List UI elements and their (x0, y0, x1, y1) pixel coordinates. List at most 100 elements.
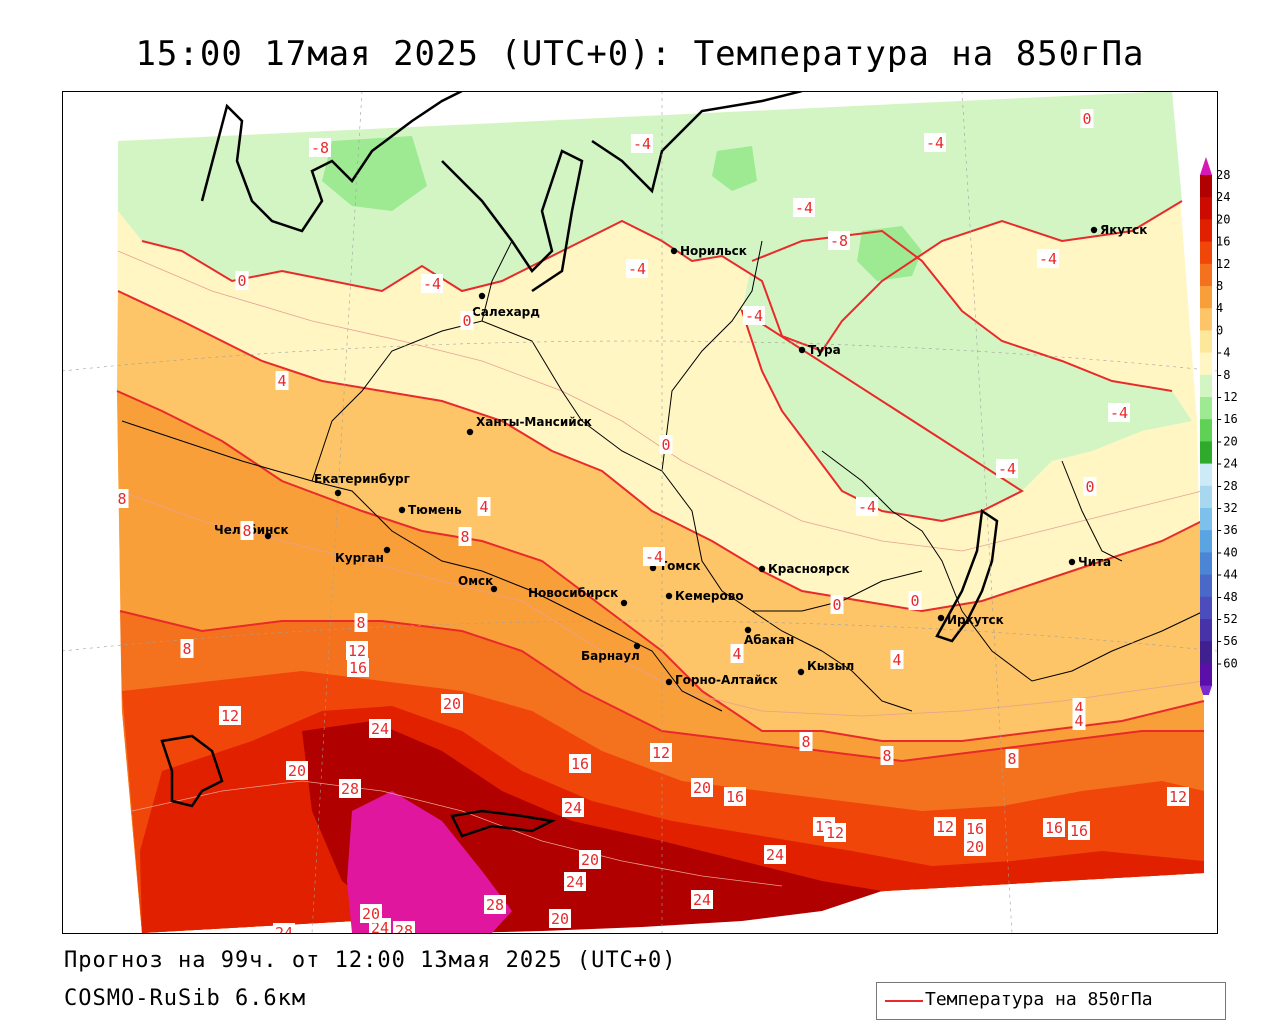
contour-label-bg (1005, 749, 1019, 768)
contour-label-text: 28 (395, 922, 413, 934)
contour-label-text: -4 (423, 275, 441, 293)
city-dot (665, 592, 673, 600)
zone-plus28 (347, 791, 512, 933)
city-marker: Норильск (670, 244, 747, 258)
contour-label: 24 (273, 923, 295, 934)
contour-label-text: 0 (910, 592, 919, 610)
contour-label-text: 24 (564, 799, 582, 817)
contour-label-text: 8 (801, 733, 810, 751)
contour-label-bg (484, 895, 506, 914)
colorbar-tick-label: -20 (1216, 434, 1238, 448)
contour-label: 8 (354, 613, 368, 632)
contour-label-bg (286, 761, 308, 780)
colorbar-swatch (1200, 219, 1212, 243)
contour-label-bg (934, 817, 956, 836)
contour-label-bg (458, 527, 472, 546)
contour-label-bg (346, 641, 368, 660)
contour-label-text: 20 (693, 779, 711, 797)
contour-label: 0 (235, 271, 249, 290)
temperature-map: Якутск Норильск Салехард Тура Ханты-Мансийск… (62, 91, 1218, 934)
contour-label-bg (309, 138, 331, 157)
contour-label: 16 (964, 819, 986, 838)
contour-label: 24 (691, 890, 713, 909)
contour-label-bg (115, 489, 129, 508)
contour-label: -4 (626, 259, 648, 278)
city-label: Новосибирск (528, 586, 618, 600)
contour-label-text: 8 (117, 490, 126, 508)
contour-label-bg (579, 850, 601, 869)
contour-label-text: 12 (826, 824, 844, 842)
contour-label-bg (764, 845, 786, 864)
colorbar-tick-label: -36 (1216, 523, 1238, 537)
contour-label: 12 (824, 823, 846, 842)
colorbar-swatch (1200, 330, 1212, 354)
contour-label-text: -4 (645, 548, 663, 566)
city-dot (478, 292, 486, 300)
contour-label-bg (347, 658, 369, 677)
contour-label-text: 4 (277, 372, 286, 390)
contour-label-text: 4 (892, 651, 901, 669)
colorbar-swatch (1200, 663, 1212, 687)
contour-label-bg (650, 743, 672, 762)
contour-label-bg (924, 133, 946, 152)
zone-minus8 (322, 136, 427, 211)
contour-label: 20 (441, 694, 463, 713)
contour-label: 16 (1043, 818, 1065, 837)
contour-label-bg (730, 644, 744, 663)
contour-label-text: -4 (998, 460, 1016, 478)
contour-label-text: 24 (693, 891, 711, 909)
colorbar-swatch (1200, 641, 1212, 664)
contour-label-bg (828, 231, 850, 250)
contour-label-bg (1072, 711, 1086, 730)
city-marker: Ханты-Мансийск (466, 415, 592, 436)
colorbar-tick-label: -40 (1216, 545, 1238, 559)
contour-label-text: 4 (732, 645, 741, 663)
city-label: Тюмень (408, 503, 462, 517)
colorbar-tick-label: -28 (1216, 479, 1238, 493)
colorbar-swatch (1200, 463, 1212, 487)
zone-minus4-central (742, 231, 1192, 521)
contour-label-text: 16 (571, 755, 589, 773)
contour-label: 4 (1072, 711, 1086, 730)
colorbar-tick-label: -16 (1216, 412, 1238, 426)
contour-label-text: 24 (275, 924, 293, 934)
contour-label: 20 (691, 778, 713, 797)
contour-label: 28 (484, 895, 506, 914)
contour-label: 28 (393, 921, 415, 934)
contour-label-text: -4 (1110, 404, 1128, 422)
contour-label: 0 (1083, 477, 1097, 496)
contour-label-bg (569, 754, 591, 773)
colorbar: 28 24 20 16 12 8 4 0 -4 -8 -12 -16 -20 -24 -28 -32 -36 -4… (1200, 157, 1238, 695)
city-label: Томск (659, 559, 701, 573)
city-dot (264, 532, 272, 540)
contour-label-text: 20 (581, 851, 599, 869)
colorbar-swatch (1200, 374, 1212, 398)
contour-label: 8 (799, 732, 813, 751)
contour-label: 12 (1167, 787, 1189, 806)
contour-label-bg (360, 904, 382, 923)
city-label: Красноярск (768, 562, 850, 576)
contour-label: -8 (309, 138, 331, 157)
city-label: Норильск (680, 244, 747, 258)
contour-label: -4 (793, 198, 815, 217)
colorbar-swatch (1200, 241, 1212, 265)
city-dot (937, 614, 945, 622)
contour-label-text: -4 (745, 307, 763, 325)
contour-label-text: 0 (832, 596, 841, 614)
contour-label-bg (996, 459, 1018, 478)
colorbar-tick-label: -8 (1216, 368, 1230, 382)
colorbar-tick-label: 24 (1216, 190, 1230, 204)
city-marker: Красноярск (758, 562, 850, 576)
city-marker: Тура (798, 343, 841, 357)
colorbar-swatch (1200, 175, 1212, 198)
contour-label-bg (562, 798, 584, 817)
contour-label-bg (235, 271, 249, 290)
contour-label-text: -8 (830, 232, 848, 250)
contour-label-bg (724, 787, 746, 806)
contour-label: 0 (830, 595, 844, 614)
contour-label-text: 24 (566, 873, 584, 891)
contour-label-bg (908, 591, 922, 610)
contour-label-bg (219, 706, 241, 725)
contour-label: 4 (890, 650, 904, 669)
